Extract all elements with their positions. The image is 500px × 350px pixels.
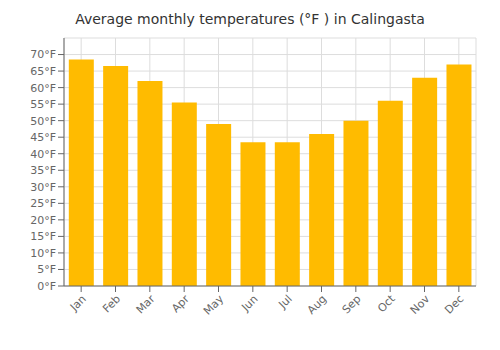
html-text:Average monthly temperatures (: Average monthly temperatures (°F ) in Ca… — [75, 11, 425, 27]
svg-text:40°F: 40°F — [30, 148, 56, 161]
svg-text:65°F: 65°F — [30, 65, 56, 78]
svg-text:5°F: 5°F — [37, 263, 56, 276]
svg-text:20°F: 20°F — [30, 214, 56, 227]
svg-text:0°F: 0°F — [37, 280, 56, 293]
svg-text:Dec: Dec — [442, 292, 466, 316]
svg-text:10°F: 10°F — [30, 247, 56, 260]
svg-text:Mar: Mar — [134, 292, 158, 316]
svg-text:15°F: 15°F — [30, 230, 56, 243]
svg-text:Jan: Jan — [67, 292, 89, 314]
svg-text:Sep: Sep — [340, 292, 364, 316]
svg-text:60°F: 60°F — [30, 82, 56, 95]
svg-text:30°F: 30°F — [30, 181, 56, 194]
svg-text:Jul: Jul — [276, 292, 295, 311]
svg-text:45°F: 45°F — [30, 131, 56, 144]
svg-text:Apr: Apr — [169, 292, 192, 315]
svg-text:Oct: Oct — [375, 292, 398, 315]
svg-text:25°F: 25°F — [30, 197, 56, 210]
svg-text:Jun: Jun — [238, 292, 260, 314]
svg-text:70°F: 70°F — [30, 48, 56, 61]
svg-text:35°F: 35°F — [30, 164, 56, 177]
svg-text:55°F: 55°F — [30, 98, 56, 111]
svg-text:Aug: Aug — [305, 292, 329, 316]
svg-text:May: May — [201, 292, 227, 318]
svg-text:50°F: 50°F — [30, 115, 56, 128]
svg-text:Feb: Feb — [100, 292, 123, 315]
svg-text:Nov: Nov — [408, 292, 433, 317]
